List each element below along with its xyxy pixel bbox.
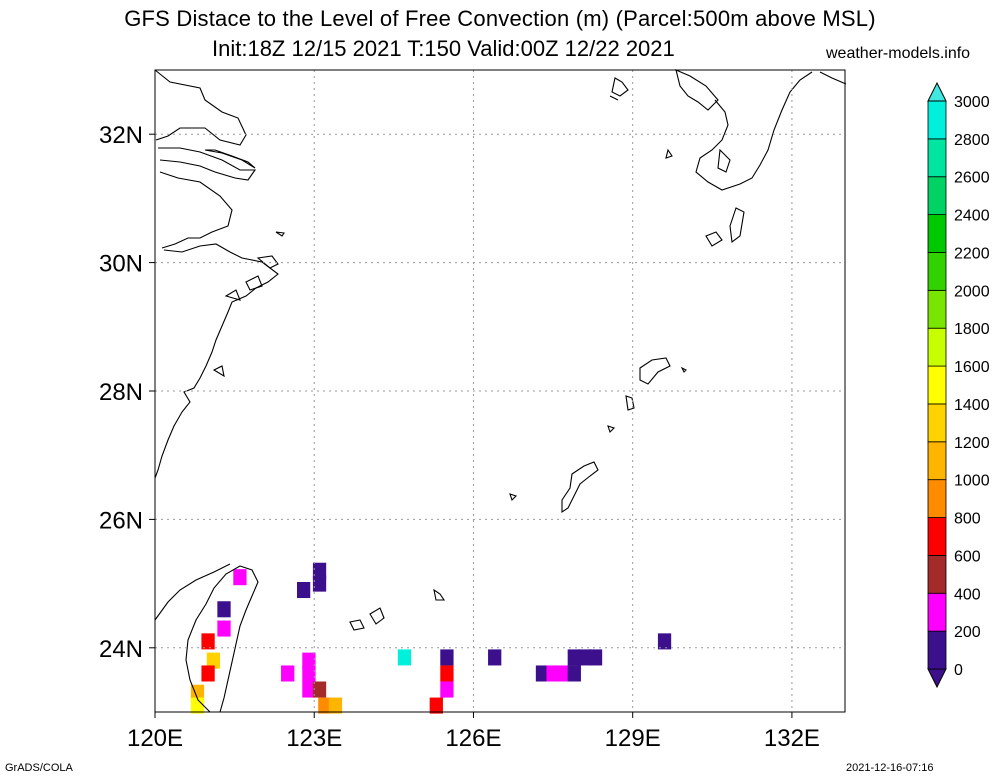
field-cell-3 [312,562,327,579]
colorbar-swatch-4 [927,479,947,518]
field-cell-23 [488,649,502,666]
field-cell-29 [578,649,592,666]
field-cell-4 [217,601,231,618]
colorbar-label: 3000 [954,94,990,111]
colorbar-label: 1200 [954,435,990,452]
colorbar: 0 200 400 600 800 1000 1200 1400 1600 1800 2000 220… [927,81,990,689]
colorbar-swatch-6 [927,403,947,443]
lat-tick-label: 26N [99,507,143,534]
colorbar-swatch-13 [927,138,947,178]
field-cell-21 [440,681,454,698]
field-cell-18 [397,649,412,666]
colorbar-swatch-7 [927,365,947,405]
colorbar-label: 1000 [954,473,990,490]
lat-tick-label: 24N [99,636,143,663]
field-cell-17 [328,697,343,714]
chart-title: GFS Distace to the Level of Free Convect… [124,6,876,31]
colorbar-min-arrow [927,668,947,689]
colorbar-swatch-3 [927,517,947,556]
colorbar-swatch-2 [927,555,947,594]
colorbar-label: 600 [954,548,981,565]
field-cell-28 [567,649,581,666]
colorbar-label: 2200 [954,245,990,262]
coastlines [154,69,847,713]
china-coastline [154,69,279,479]
field-cell-13 [302,665,316,682]
field-cell-25 [546,665,560,682]
field-cell-26 [557,665,571,682]
lat-tick-label: 30N [99,251,143,278]
colorbar-label: 2000 [954,283,990,300]
field-cell-31 [657,633,672,650]
field-cell-16 [318,697,332,714]
lat-tick-label: 32N [99,122,143,149]
korea-coast [609,77,629,101]
colorbar-label: 1400 [954,397,990,414]
colorbar-label: 2800 [954,132,990,149]
field-cell-15 [312,681,327,698]
field-cell-27 [567,665,581,682]
lon-tick-label: 126E [445,725,501,752]
field-cell-20 [440,665,454,682]
lon-tick-label: 120E [127,725,183,752]
colorbar-label: 0 [954,662,963,679]
field-cell-22 [429,697,443,714]
chart-subtitle: Init:18Z 12/15 2021 T:150 Valid:00Z 12/2… [212,36,675,61]
lon-tick-label: 129E [605,725,661,752]
ryukyu-islands [349,357,687,631]
site-credit: weather-models.info [826,45,971,62]
field-cell-11 [281,665,295,682]
kyushu-coastline [675,69,813,191]
field-cell-2 [312,575,327,592]
fujian-coast [154,563,231,621]
lat-tick-label: 28N [99,379,143,406]
colorbar-label: 400 [954,586,981,603]
colorbar-swatch-9 [927,289,947,329]
lon-tick-label: 132E [764,725,820,752]
field-cell-30 [588,649,603,666]
field-cell-14 [302,681,316,698]
field-cell-5 [217,620,231,637]
colorbar-swatch-11 [927,214,947,253]
colorbar-label: 1800 [954,321,990,338]
field-cell-8 [201,665,215,682]
colorbar-swatch-0 [927,630,947,670]
field-cell-24 [535,665,550,682]
field-cells [190,562,672,714]
grads-credit: GrADS/COLA [5,762,73,774]
colorbar-label: 1600 [954,359,990,376]
colorbar-swatch-5 [927,441,947,481]
yangtze-estuary [204,149,256,169]
colorbar-swatch-12 [927,176,947,216]
field-cell-1 [296,581,311,599]
field-cell-12 [302,652,316,669]
graticule [155,70,845,712]
colorbar-label: 800 [954,511,981,528]
colorbar-label: 200 [954,624,981,641]
colorbar-swatch-14 [927,100,947,140]
field-cell-0 [233,569,247,586]
colorbar-label: 2400 [954,208,990,225]
axes: 32N 30N 28N 26N 24N 120E 123E 126E 129E 132E [99,122,820,752]
field-cell-7 [206,652,221,669]
field-cell-19 [440,649,454,666]
field-cell-9 [190,684,205,701]
colorbar-swatch-10 [927,252,947,291]
field-cell-10 [190,697,205,714]
lon-tick-label: 123E [286,725,342,752]
colorbar-swatch-8 [927,327,947,367]
colorbar-max-arrow [927,81,947,102]
china-islands [212,231,285,378]
japan-islands [665,71,847,247]
colorbar-swatch-1 [927,592,947,632]
timestamp: 2021-12-16-07:16 [846,762,934,774]
field-cell-6 [201,633,215,650]
colorbar-label: 2600 [954,170,990,187]
